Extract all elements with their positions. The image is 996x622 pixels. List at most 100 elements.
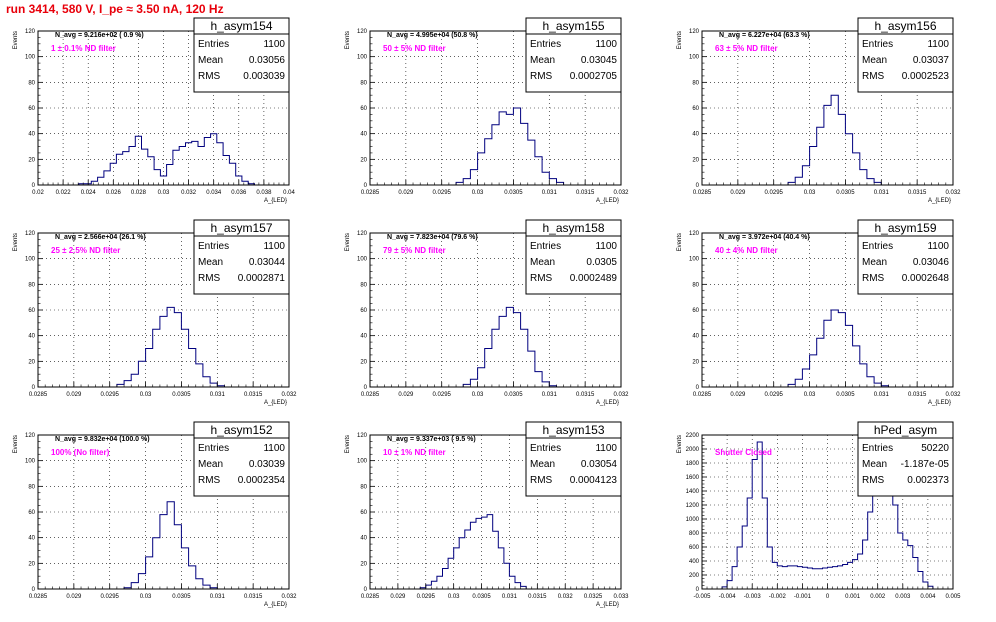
stat-label: Entries bbox=[862, 241, 893, 252]
x-tick-label: 0.0285 bbox=[361, 190, 380, 196]
histogram-name: h_asym152 bbox=[210, 423, 272, 437]
filter-label: 10 ± 1% ND filter bbox=[383, 448, 446, 457]
x-tick-label: 0.0315 bbox=[908, 190, 927, 196]
stat-value: 0.003039 bbox=[243, 71, 285, 82]
histogram-panel-h_asym158: 0.0285 0.029 0.0295 0.03 0.0305 0.031 0.0315 0.… bbox=[345, 219, 629, 406]
x-tick-label: 0.032 bbox=[281, 594, 297, 600]
y-tick-label: 0 bbox=[32, 183, 36, 189]
y-tick-label: 20 bbox=[360, 359, 367, 365]
stat-value: 0.0002489 bbox=[570, 273, 618, 284]
y-tick-label: 0 bbox=[696, 183, 700, 189]
x-tick-label: -0.003 bbox=[744, 594, 762, 600]
histogram-panel-h_asym153: 0.0285 0.029 0.0295 0.03 0.0305 0.031 0.0315 0.… bbox=[345, 421, 629, 608]
histogram-series bbox=[787, 94, 882, 185]
histogram-panel-h_asym155: 0.0285 0.029 0.0295 0.03 0.0305 0.031 0.0315 0.… bbox=[345, 17, 629, 204]
stat-value: 0.03039 bbox=[249, 459, 286, 470]
x-tick-label: 0.0295 bbox=[433, 190, 452, 196]
x-tick-label: 0.031 bbox=[210, 392, 226, 398]
y-tick-label: 100 bbox=[689, 257, 700, 263]
x-tick-label: 0.029 bbox=[730, 190, 746, 196]
x-axis-title: A_{LED} bbox=[264, 400, 287, 406]
x-tick-label: 0.001 bbox=[845, 594, 861, 600]
x-tick-label: 0 bbox=[826, 594, 830, 600]
y-tick-label: 100 bbox=[25, 55, 36, 61]
y-tick-label: 0 bbox=[364, 587, 368, 593]
y-tick-label: 120 bbox=[25, 231, 36, 237]
y-tick-label: 20 bbox=[692, 359, 699, 365]
stat-value: 1100 bbox=[263, 39, 285, 50]
histogram-name: h_asym159 bbox=[874, 221, 936, 235]
stat-label: Mean bbox=[198, 459, 223, 470]
y-tick-label: 1400 bbox=[686, 489, 700, 495]
y-tick-label: 100 bbox=[25, 459, 36, 465]
filter-label: 50 ± 5% ND filter bbox=[383, 44, 446, 53]
histogram-name: hPed_asym bbox=[874, 423, 937, 437]
x-tick-label: 0.0315 bbox=[244, 594, 263, 600]
navg-label: N_avg = 9.216e+02 ( 0.9 %) bbox=[55, 32, 144, 39]
x-axis-title: A_{LED} bbox=[596, 198, 619, 204]
filter-label: 25 ± 2.5% ND filter bbox=[51, 246, 120, 255]
x-tick-label: -0.005 bbox=[693, 594, 711, 600]
y-tick-label: 120 bbox=[357, 433, 368, 439]
x-tick-label: 0.03 bbox=[472, 190, 484, 196]
y-axis-title: Events bbox=[13, 233, 19, 251]
stat-label: RMS bbox=[862, 475, 885, 486]
x-tick-label: 0.029 bbox=[398, 392, 414, 398]
stat-label: Entries bbox=[862, 39, 893, 50]
y-tick-label: 20 bbox=[360, 561, 367, 567]
y-tick-label: 20 bbox=[360, 157, 367, 163]
x-tick-label: 0.03 bbox=[448, 594, 460, 600]
x-tick-label: 0.004 bbox=[920, 594, 936, 600]
x-tick-label: 0.03 bbox=[804, 392, 816, 398]
y-tick-label: 20 bbox=[28, 359, 35, 365]
y-tick-label: 60 bbox=[360, 510, 367, 516]
x-tick-label: 0.02 bbox=[32, 190, 44, 196]
y-tick-label: 40 bbox=[28, 334, 35, 340]
histogram-panel-hPed_asym: -0.005 -0.004 -0.003 -0.002 -0.001 0 0.001 0.00… bbox=[677, 421, 961, 600]
x-tick-label: 0.0305 bbox=[172, 392, 191, 398]
filter-label: 1 ± 0.1% ND filter bbox=[51, 44, 116, 53]
stat-label: RMS bbox=[198, 273, 221, 284]
histogram-name: h_asym155 bbox=[542, 19, 604, 33]
stats-box bbox=[193, 421, 290, 497]
x-tick-label: 0.031 bbox=[210, 594, 226, 600]
y-tick-label: 80 bbox=[692, 80, 699, 86]
x-tick-label: 0.034 bbox=[206, 190, 222, 196]
x-tick-label: 0.029 bbox=[730, 392, 746, 398]
navg-label: N_avg = 4.995e+04 (50.8 %) bbox=[387, 32, 478, 39]
histogram-series bbox=[787, 309, 889, 387]
x-tick-label: 0.0315 bbox=[908, 392, 927, 398]
filter-label: 63 ± 5% ND filter bbox=[715, 44, 778, 53]
y-tick-label: 120 bbox=[357, 29, 368, 35]
stat-value: 0.03054 bbox=[581, 459, 618, 470]
stat-value: 0.0002871 bbox=[238, 273, 286, 284]
stats-box bbox=[525, 421, 622, 497]
y-axis-title: Events bbox=[13, 435, 19, 453]
histogram-series bbox=[116, 306, 225, 387]
x-tick-label: 0.0285 bbox=[29, 594, 48, 600]
x-axis-title: A_{LED} bbox=[596, 602, 619, 608]
y-tick-label: 600 bbox=[689, 545, 700, 551]
y-axis-title: Events bbox=[13, 31, 19, 49]
y-axis-title: Events bbox=[677, 435, 683, 453]
y-tick-label: 60 bbox=[28, 510, 35, 516]
stat-value: 1100 bbox=[263, 443, 285, 454]
stat-label: RMS bbox=[198, 475, 221, 486]
x-axis-title: A_{LED} bbox=[264, 602, 287, 608]
filter-label: 79 ± 5% ND filter bbox=[383, 246, 446, 255]
y-tick-label: 80 bbox=[692, 282, 699, 288]
y-tick-label: 2000 bbox=[686, 447, 700, 453]
y-tick-label: 100 bbox=[357, 459, 368, 465]
x-tick-label: 0.03 bbox=[140, 594, 152, 600]
stats-box bbox=[525, 219, 622, 295]
y-tick-label: 40 bbox=[692, 132, 699, 138]
y-tick-label: 40 bbox=[28, 536, 35, 542]
stat-label: Entries bbox=[862, 443, 893, 454]
stat-label: Mean bbox=[862, 459, 887, 470]
x-tick-label: 0.0305 bbox=[504, 190, 523, 196]
x-tick-label: 0.0295 bbox=[417, 594, 436, 600]
x-tick-label: 0.0295 bbox=[101, 594, 120, 600]
stats-box bbox=[193, 17, 290, 93]
stat-label: RMS bbox=[530, 71, 553, 82]
